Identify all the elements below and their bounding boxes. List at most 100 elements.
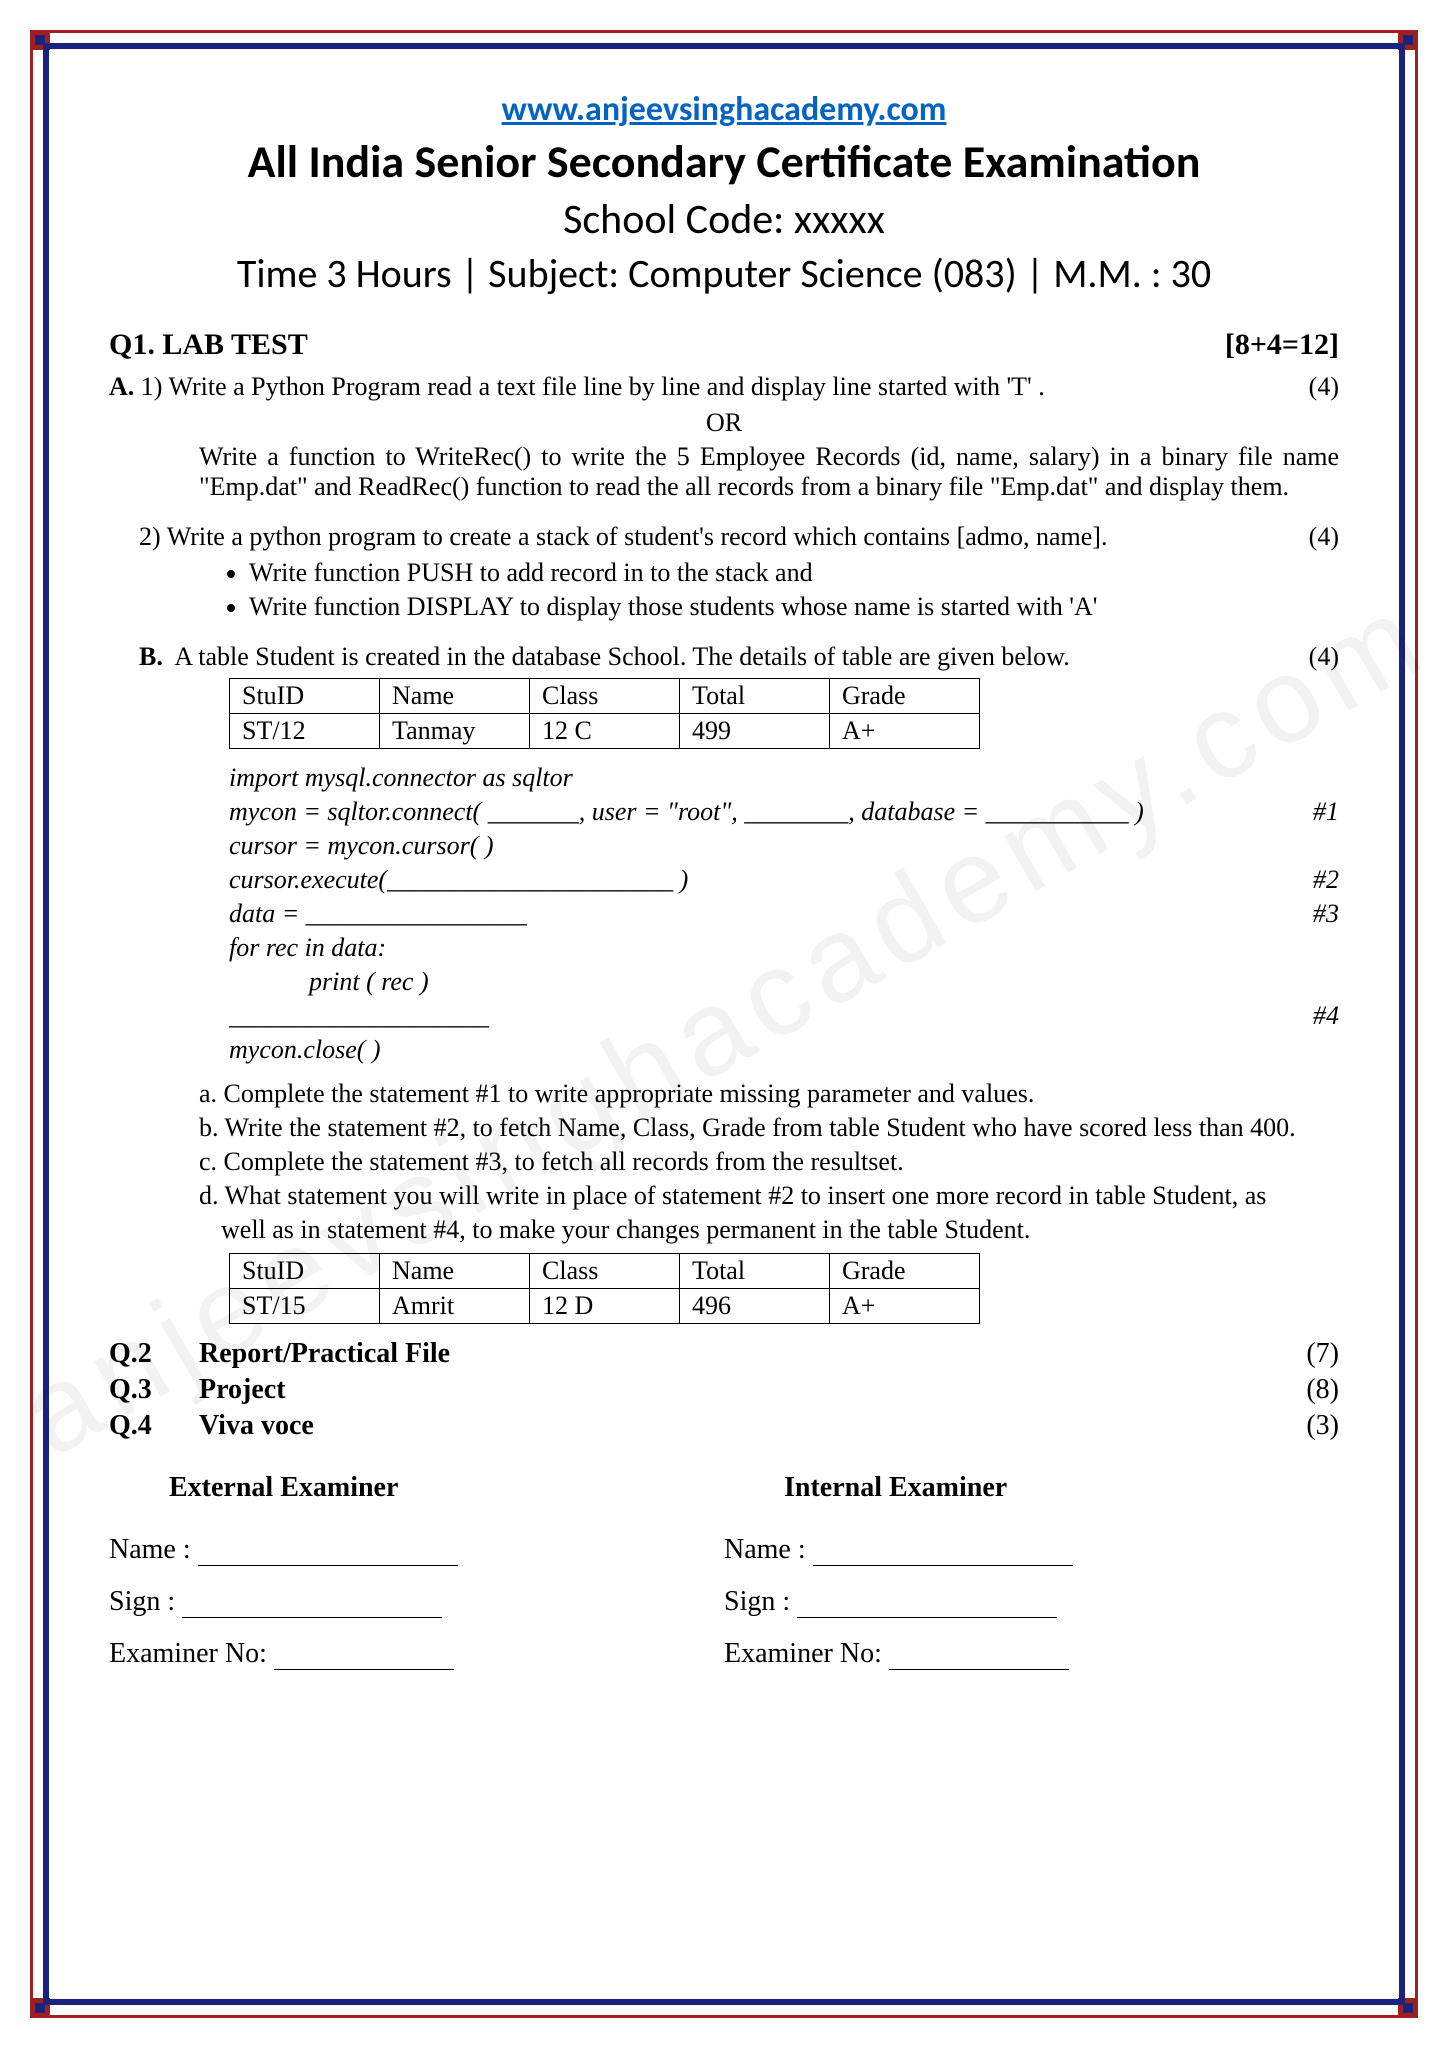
q3-title: Project: [199, 1374, 1279, 1406]
code-line: print ( rec ): [229, 967, 429, 997]
student-table-1: StuID Name Class Total Grade ST/12 Tanma…: [229, 678, 980, 749]
q1a1-alt-text: Write a function to WriteRec() to write …: [109, 442, 1339, 502]
q1b-row: B. A table Student is created in the dat…: [109, 642, 1339, 672]
table-cell: StuID: [230, 1254, 380, 1289]
name-label: Name :: [724, 1534, 806, 1565]
q3-row: Q.3 Project (8): [109, 1374, 1339, 1406]
bullet-item: Write function PUSH to add record in to …: [249, 558, 1339, 588]
table-cell: Class: [530, 679, 680, 714]
q2-marks: (7): [1279, 1338, 1339, 1370]
table-cell: ST/15: [230, 1289, 380, 1324]
q1a2-text: Write a python program to create a stack…: [167, 522, 1108, 551]
table-cell: Class: [530, 1254, 680, 1289]
code-ref: #4: [1279, 1001, 1339, 1031]
sign-label: Sign :: [109, 1586, 175, 1617]
examiner-section: External Examiner Name : Sign : Examiner…: [109, 1472, 1339, 1690]
table-cell: A+: [830, 1289, 980, 1324]
table-cell: Amrit: [380, 1289, 530, 1324]
code-line: data = _________________: [229, 899, 527, 929]
code-ref: #2: [1279, 865, 1339, 895]
document-content: www.anjeevsinghacademy.com All India Sen…: [109, 89, 1339, 1690]
code-line: ____________________: [229, 1001, 489, 1031]
student-table-2: StuID Name Class Total Grade ST/15 Amrit…: [229, 1253, 980, 1324]
table-cell: Name: [380, 1254, 530, 1289]
exam-title: All India Senior Secondary Certificate E…: [109, 134, 1339, 190]
q1b-label: B.: [139, 642, 163, 671]
table-row: StuID Name Class Total Grade: [230, 1254, 980, 1289]
internal-examiner-col: Internal Examiner Name : Sign : Examiner…: [724, 1472, 1339, 1690]
q2-title: Report/Practical File: [199, 1338, 1279, 1370]
q4-title: Viva voce: [199, 1410, 1279, 1442]
q1a1-row: A. 1) Write a Python Program read a text…: [109, 372, 1339, 402]
code-line: import mysql.connector as sqltor: [229, 763, 573, 793]
q1a2-num: 2): [139, 522, 161, 551]
table-cell: 12 D: [530, 1289, 680, 1324]
code-line: for rec in data:: [229, 933, 386, 963]
external-examiner-col: External Examiner Name : Sign : Examiner…: [109, 1472, 724, 1690]
bullet-item: Write function DISPLAY to display those …: [249, 592, 1339, 622]
code-block: import mysql.connector as sqltor mycon =…: [229, 763, 1339, 1065]
q1b-marks: (4): [1279, 642, 1339, 672]
q1a2-row: 2) Write a python program to create a st…: [109, 522, 1339, 552]
sign-label: Sign :: [724, 1586, 790, 1617]
sub-d2: well as in statement #4, to make your ch…: [199, 1215, 1339, 1245]
q2-number: Q.2: [109, 1338, 199, 1370]
q1-number: Q1: [109, 328, 147, 361]
table-cell: Total: [680, 1254, 830, 1289]
exno-blank: [889, 1669, 1069, 1670]
table-row: ST/12 Tanmay 12 C 499 A+: [230, 714, 980, 749]
school-code: School Code: xxxxx: [109, 194, 1339, 245]
sub-questions: a. Complete the statement #1 to write ap…: [199, 1079, 1339, 1245]
q1a1-marks: (4): [1279, 372, 1339, 402]
code-line: cursor.execute(______________________ ): [229, 865, 688, 895]
table-cell: Total: [680, 679, 830, 714]
table-cell: StuID: [230, 679, 380, 714]
table-cell: ST/12: [230, 714, 380, 749]
table-cell: Grade: [830, 1254, 980, 1289]
exno-label: Examiner No:: [109, 1638, 267, 1669]
q4-marks: (3): [1279, 1410, 1339, 1442]
exno-blank: [274, 1669, 454, 1670]
code-line: cursor = mycon.cursor( ): [229, 831, 494, 861]
code-line: mycon = sqltor.connect( _______, user = …: [229, 797, 1144, 827]
code-line: mycon.close( ): [229, 1035, 381, 1065]
q3-marks: (8): [1279, 1374, 1339, 1406]
or-separator: OR: [109, 408, 1339, 438]
table-cell: Tanmay: [380, 714, 530, 749]
internal-title: Internal Examiner: [784, 1472, 1339, 1504]
q1a1-num: 1): [141, 372, 163, 401]
q1a-label: A.: [109, 372, 134, 401]
website-link[interactable]: www.anjeevsinghacademy.com: [109, 89, 1339, 130]
sign-blank: [797, 1617, 1057, 1618]
q1a1-text: Write a Python Program read a text file …: [168, 372, 1044, 401]
q1-title: LAB TEST: [162, 328, 307, 361]
code-ref: #1: [1279, 797, 1339, 827]
table-cell: Grade: [830, 679, 980, 714]
name-blank: [198, 1565, 458, 1566]
code-ref: #3: [1279, 899, 1339, 929]
name-blank: [813, 1565, 1073, 1566]
sub-a: a. Complete the statement #1 to write ap…: [199, 1079, 1339, 1109]
q3-number: Q.3: [109, 1374, 199, 1406]
sign-blank: [182, 1617, 442, 1618]
q1b-text: A table Student is created in the databa…: [174, 642, 1069, 671]
external-title: External Examiner: [169, 1472, 724, 1504]
sub-d1: d. What statement you will write in plac…: [199, 1181, 1339, 1211]
q1a2-marks: (4): [1279, 522, 1339, 552]
inner-border: anjeevsinghacademy.com www.anjeevsinghac…: [43, 43, 1405, 2005]
q4-row: Q.4 Viva voce (3): [109, 1410, 1339, 1442]
exno-label: Examiner No:: [724, 1638, 882, 1669]
q1-marks: [8+4=12]: [1225, 328, 1339, 362]
sub-b: b. Write the statement #2, to fetch Name…: [199, 1113, 1339, 1143]
table-cell: 12 C: [530, 714, 680, 749]
table-cell: Name: [380, 679, 530, 714]
name-label: Name :: [109, 1534, 191, 1565]
table-row: StuID Name Class Total Grade: [230, 679, 980, 714]
q1a2-bullets: Write function PUSH to add record in to …: [109, 558, 1339, 622]
outer-border: anjeevsinghacademy.com www.anjeevsinghac…: [30, 30, 1418, 2018]
sub-c: c. Complete the statement #3, to fetch a…: [199, 1147, 1339, 1177]
q2-row: Q.2 Report/Practical File (7): [109, 1338, 1339, 1370]
table-cell: 496: [680, 1289, 830, 1324]
q1-header: Q1. LAB TEST [8+4=12]: [109, 328, 1339, 362]
exam-info-line: Time 3 Hours | Subject: Computer Science…: [109, 249, 1339, 298]
